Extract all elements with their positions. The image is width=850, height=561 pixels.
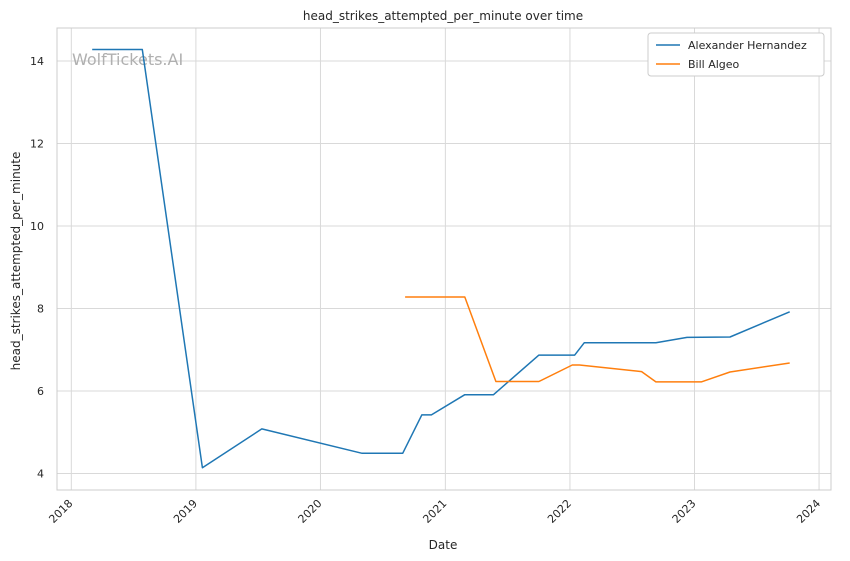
y-tick-label: 4: [37, 468, 44, 481]
legend-box: [647, 32, 825, 77]
legend-label-bill-algeo: Bill Algeo: [688, 58, 740, 71]
y-tick-label: 12: [30, 138, 44, 151]
x-axis-label: Date: [429, 538, 458, 552]
y-tick-label: 14: [30, 55, 44, 68]
chart-title: head_strikes_attempted_per_minute over t…: [303, 9, 583, 23]
series-lines: [92, 48, 790, 469]
y-axis-ticks: 4 6 8 10 12 14: [30, 55, 44, 481]
series-line-alexander-hernandez: [92, 48, 790, 469]
plot-area-frame: [56, 27, 832, 491]
y-tick-label: 8: [37, 303, 44, 316]
watermark-text: WolfTickets.AI: [72, 50, 183, 69]
y-tick-label: 6: [37, 385, 44, 398]
y-axis-label: head_strikes_attempted_per_minute: [9, 152, 23, 371]
legend-label-alexander-hernandez: Alexander Hernandez: [688, 39, 807, 52]
legend: Alexander Hernandez Bill Algeo: [647, 32, 825, 77]
y-tick-label: 10: [30, 220, 44, 233]
series-line-bill-algeo: [405, 296, 790, 383]
